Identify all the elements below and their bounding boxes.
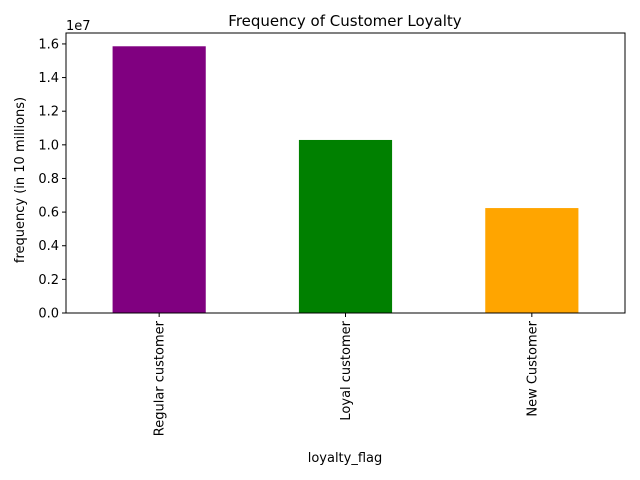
y-offset-text: 1e7 [66, 19, 91, 34]
x-axis-title: loyalty_flag [308, 451, 383, 466]
y-tick-label-6: 1.2 [38, 105, 59, 120]
x-tick-label-2: New Customer [525, 320, 540, 416]
y-tick-label-0: 0.0 [38, 307, 59, 322]
y-tick-label-1: 0.2 [38, 273, 59, 288]
y-tick-label-5: 1.0 [38, 138, 59, 153]
y-tick-label-4: 0.8 [38, 172, 59, 187]
plot-area: 0.0 0.2 0.4 0.6 0.8 1.0 1.2 1.4 1.6 Regular custo… [38, 32, 626, 436]
x-tick-label-1: Loyal customer [339, 320, 354, 420]
bar-0 [112, 46, 206, 314]
y-tick-label-8: 1.6 [38, 37, 59, 52]
bar-2 [485, 208, 579, 313]
x-tick-label-0: Regular customer [153, 320, 168, 436]
y-tick-label-2: 0.4 [38, 239, 59, 254]
bar-1 [298, 139, 393, 313]
y-axis-title: frequency (in 10 millions) [13, 97, 28, 263]
y-tick-label-3: 0.6 [38, 206, 59, 221]
y-tick-label-7: 1.4 [38, 71, 59, 86]
chart-title: Frequency of Customer Loyalty [228, 12, 462, 30]
